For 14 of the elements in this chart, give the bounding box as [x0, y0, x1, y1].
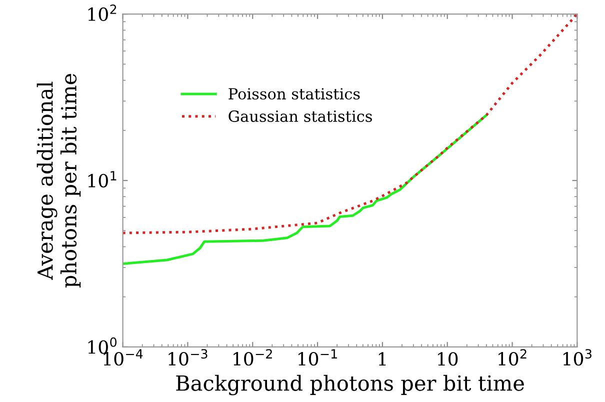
x-tick-label: 10 — [438, 352, 458, 366]
x-tick-label: 10$^{−2}$ — [234, 349, 272, 366]
legend-label: Poisson statistics — [228, 88, 360, 100]
x-axis-title: Background photons per bit time — [176, 374, 524, 396]
x-tick-label: 10$^{3}$ — [563, 349, 592, 366]
y-axis-title: Average additional photons per bit time — [36, 74, 81, 288]
y-tick-label: 10$^{0}$ — [88, 337, 117, 354]
y-tick-label: 10$^{2}$ — [88, 4, 116, 22]
legend-label: Gaussian statistics — [228, 110, 372, 122]
x-tick-label: 10$^{2}$ — [498, 349, 526, 366]
x-tick-label: 10$^{−3}$ — [168, 349, 208, 366]
y-tick-label: 10$^{1}$ — [88, 171, 116, 188]
x-tick-label: 10$^{−1}$ — [298, 349, 337, 366]
x-tick-label: 1 — [378, 352, 386, 366]
